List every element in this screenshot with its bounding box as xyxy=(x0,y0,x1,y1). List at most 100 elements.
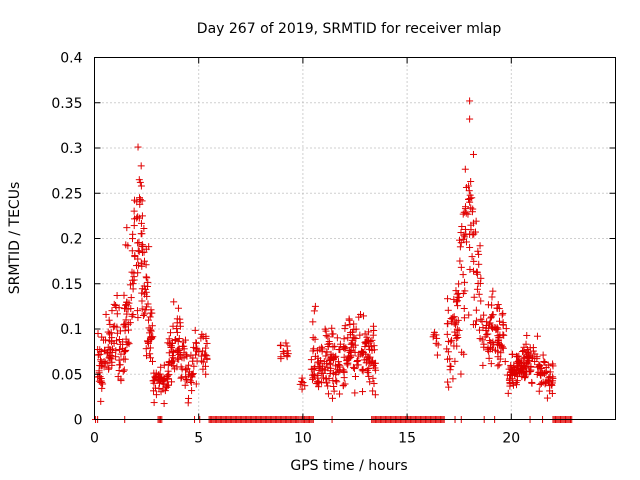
data-point xyxy=(144,316,152,324)
data-point xyxy=(112,353,120,361)
data-point xyxy=(452,334,460,342)
data-point xyxy=(459,235,467,243)
data-point xyxy=(310,345,318,353)
data-point xyxy=(179,338,187,346)
data-point xyxy=(336,340,344,348)
data-point xyxy=(170,357,178,365)
data-point xyxy=(356,331,364,339)
data-point xyxy=(123,341,131,349)
data-point xyxy=(461,205,469,213)
data-point xyxy=(348,339,356,347)
data-point xyxy=(518,348,526,356)
data-point xyxy=(277,341,285,349)
y-tick-label: 0.05 xyxy=(51,367,82,383)
data-point xyxy=(141,285,149,293)
data-point xyxy=(115,361,123,369)
data-point xyxy=(97,377,105,385)
data-point xyxy=(460,304,468,312)
data-point xyxy=(351,373,359,381)
data-point xyxy=(496,355,504,363)
data-point xyxy=(498,311,506,319)
data-point xyxy=(546,373,554,381)
data-point xyxy=(444,348,452,356)
data-point xyxy=(134,314,142,322)
data-point xyxy=(164,381,172,389)
data-point xyxy=(137,230,145,238)
data-point xyxy=(466,265,474,273)
data-point xyxy=(521,373,529,381)
data-point xyxy=(502,325,510,333)
data-point xyxy=(433,334,441,342)
data-point xyxy=(140,224,148,232)
data-point xyxy=(499,321,507,329)
data-point xyxy=(94,330,102,338)
data-point xyxy=(520,355,528,363)
data-point xyxy=(298,385,306,393)
data-point xyxy=(315,383,323,391)
data-point xyxy=(309,374,317,382)
data-point xyxy=(363,333,371,341)
data-point xyxy=(544,361,552,369)
data-point xyxy=(468,194,476,202)
data-point xyxy=(549,362,557,370)
data-point xyxy=(129,311,137,319)
data-point xyxy=(147,354,155,362)
data-point xyxy=(456,243,464,251)
data-point xyxy=(355,313,363,321)
data-point xyxy=(120,305,128,313)
data-point xyxy=(495,305,503,313)
data-point xyxy=(512,379,520,387)
data-point xyxy=(138,212,146,220)
data-point xyxy=(296,380,304,388)
data-point xyxy=(495,361,503,369)
y-tick-label: 0 xyxy=(74,413,83,429)
data-point xyxy=(521,372,529,380)
data-point xyxy=(169,322,177,330)
data-point xyxy=(134,247,142,255)
data-point xyxy=(533,370,541,378)
data-point xyxy=(370,346,378,354)
data-point xyxy=(308,375,316,383)
data-point xyxy=(533,332,541,340)
data-point xyxy=(142,273,150,281)
y-tick-label: 0.3 xyxy=(60,141,82,157)
data-point xyxy=(484,301,492,309)
data-point xyxy=(535,361,543,369)
data-point xyxy=(470,257,478,265)
data-point xyxy=(120,347,128,355)
data-point xyxy=(128,276,136,284)
data-point xyxy=(282,339,290,347)
data-point xyxy=(188,371,196,379)
data-point xyxy=(443,345,451,353)
data-point xyxy=(340,368,348,376)
data-point xyxy=(150,369,158,377)
data-point xyxy=(504,389,512,397)
data-point xyxy=(150,379,158,387)
data-point xyxy=(481,333,489,341)
data-point xyxy=(170,298,178,306)
data-point xyxy=(130,269,138,277)
data-point xyxy=(526,344,534,352)
data-point xyxy=(142,303,150,311)
data-point xyxy=(117,377,125,385)
data-point xyxy=(178,373,186,381)
data-point xyxy=(139,312,147,320)
data-point xyxy=(488,293,496,301)
data-point xyxy=(182,366,190,374)
data-point xyxy=(459,289,467,297)
y-tick-label: 0.4 xyxy=(60,51,82,67)
data-point xyxy=(525,353,533,361)
y-tick-label: 0.25 xyxy=(51,186,82,202)
data-point xyxy=(521,367,529,375)
data-point xyxy=(465,182,473,190)
data-point xyxy=(489,324,497,332)
data-point xyxy=(512,369,520,377)
data-point xyxy=(344,361,352,369)
data-point xyxy=(137,219,145,227)
x-axis-label: GPS time / hours xyxy=(290,458,407,474)
data-point xyxy=(121,347,129,355)
data-point xyxy=(175,350,183,358)
data-point xyxy=(124,242,132,250)
data-point xyxy=(134,143,142,151)
data-point xyxy=(361,338,369,346)
